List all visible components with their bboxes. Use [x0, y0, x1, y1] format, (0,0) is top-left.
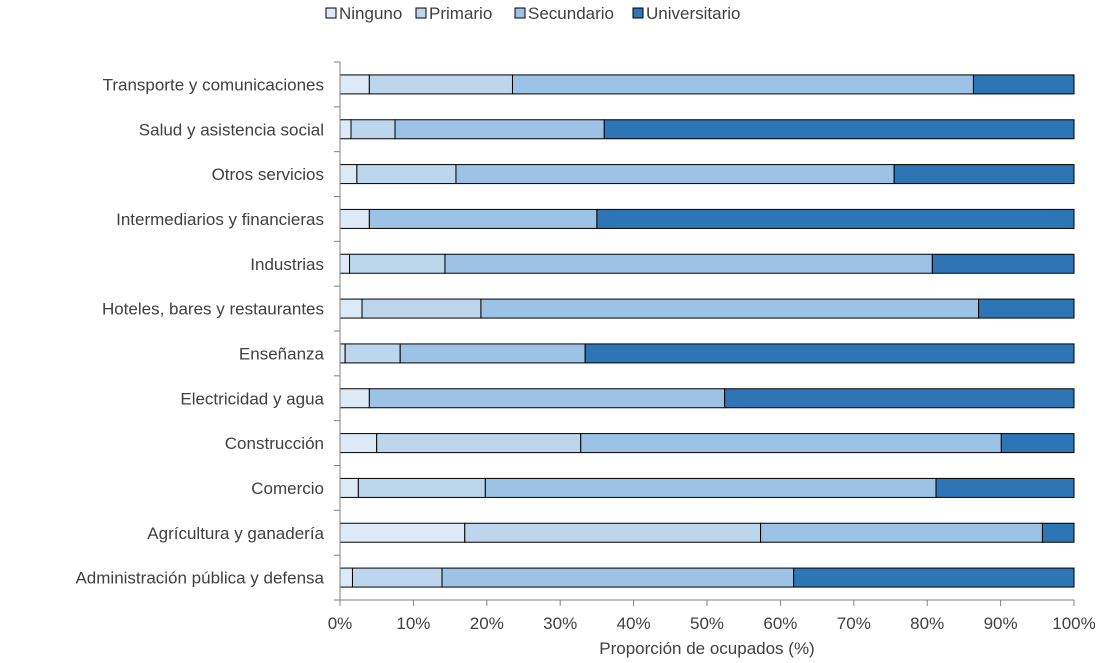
bar-segment-ninguno — [339, 208, 370, 229]
bar-segment-secundario — [444, 253, 933, 274]
bar-segment-secundario — [399, 343, 586, 364]
category-label: Salud y asistencia social — [139, 120, 324, 139]
bar-segment-secundario — [368, 208, 598, 229]
bar-segment-ninguno — [339, 522, 466, 543]
bar-segment-secundario — [441, 567, 795, 588]
bar-segment-primario — [464, 522, 762, 543]
bar-segment-primario — [376, 433, 582, 454]
bar-segment-universitario — [1000, 433, 1075, 454]
x-tick-label: 70% — [837, 614, 871, 633]
category-label: Agrícultura y ganadería — [147, 524, 324, 543]
x-tick-label: 60% — [763, 614, 797, 633]
bar-segment-universitario — [972, 74, 1075, 95]
x-tick-label: 100% — [1052, 614, 1095, 633]
bar-segment-ninguno — [339, 253, 351, 274]
bar-segment-secundario — [394, 119, 605, 140]
bar-segment-universitario — [931, 253, 1075, 274]
bar-segment-primario — [344, 343, 401, 364]
x-tick-label: 0% — [328, 614, 353, 633]
category-label: Hoteles, bares y restaurantes — [102, 300, 324, 319]
bar-segment-ninguno — [339, 298, 363, 319]
bar-segment-secundario — [480, 298, 980, 319]
bar-segment-universitario — [596, 208, 1075, 229]
category-label: Administración pública y defensa — [75, 569, 324, 588]
bar-segment-universitario — [978, 298, 1075, 319]
bar-segment-universitario — [935, 477, 1075, 498]
bar-segment-secundario — [368, 388, 726, 409]
bar-segment-secundario — [484, 477, 937, 498]
bar-segment-ninguno — [339, 567, 353, 588]
y-axis: Transporte y comunicaciones Salud y asist… — [75, 61, 341, 601]
x-axis-title: Proporción de ocupados (%) — [599, 639, 814, 658]
bar-segment-secundario — [511, 74, 974, 95]
bar-segment-ninguno — [339, 343, 346, 364]
bar-segment-primario — [356, 164, 457, 185]
legend-swatch-universitario — [632, 7, 644, 19]
bar-segment-primario — [350, 119, 396, 140]
bar-segment-primario — [368, 74, 513, 95]
x-tick-label: 20% — [470, 614, 504, 633]
bar-segment-ninguno — [339, 74, 370, 95]
bar-segment-primario — [351, 567, 443, 588]
x-tick-label: 50% — [690, 614, 724, 633]
bar-segment-secundario — [760, 522, 1043, 543]
bar-segment-primario — [361, 298, 482, 319]
bar-segment-secundario — [455, 164, 895, 185]
x-tick-label: 30% — [543, 614, 577, 633]
plot-area — [339, 74, 1075, 588]
legend-swatch-ninguno — [325, 7, 337, 19]
legend-label-primario: Primario — [429, 4, 492, 23]
bar-segment-universitario — [724, 388, 1075, 409]
category-label: Industrias — [250, 255, 324, 274]
x-tick-label: 80% — [910, 614, 944, 633]
category-label: Otros servicios — [212, 165, 324, 184]
bar-segment-ninguno — [339, 388, 370, 409]
bar-segment-universitario — [584, 343, 1075, 364]
bar-segment-primario — [349, 253, 446, 274]
bar-segment-universitario — [1041, 522, 1075, 543]
x-tick-label: 10% — [396, 614, 430, 633]
x-axis: 0% 10% 20% 30% 40% 50% 60% 70% 80% 90% 100% — [328, 599, 1096, 633]
category-label: Comercio — [251, 479, 324, 498]
bar-segment-universitario — [603, 119, 1075, 140]
x-tick-label: 40% — [617, 614, 651, 633]
bar-segment-ninguno — [339, 433, 378, 454]
category-label: Transporte y comunicaciones — [103, 75, 324, 94]
legend-label-ninguno: Ninguno — [339, 4, 402, 23]
legend-swatch-secundario — [514, 7, 526, 19]
category-label: Construcción — [225, 434, 324, 453]
bar-segment-ninguno — [339, 164, 358, 185]
category-label: Enseñanza — [239, 344, 325, 363]
bar-segment-primario — [357, 477, 486, 498]
category-label: Electricidad y agua — [180, 389, 324, 408]
legend-swatch-primario — [415, 7, 427, 19]
bar-segment-universitario — [793, 567, 1075, 588]
category-label: Intermediarios y financieras — [116, 210, 324, 229]
bar-segment-secundario — [580, 433, 1002, 454]
x-tick-label: 90% — [984, 614, 1018, 633]
bar-segment-universitario — [893, 164, 1075, 185]
bar-segment-ninguno — [339, 477, 359, 498]
bar-segment-ninguno — [339, 119, 352, 140]
legend-label-secundario: Secundario — [528, 4, 614, 23]
legend: Ninguno Primario Secundario Universitario — [325, 4, 740, 23]
legend-label-universitario: Universitario — [646, 4, 740, 23]
